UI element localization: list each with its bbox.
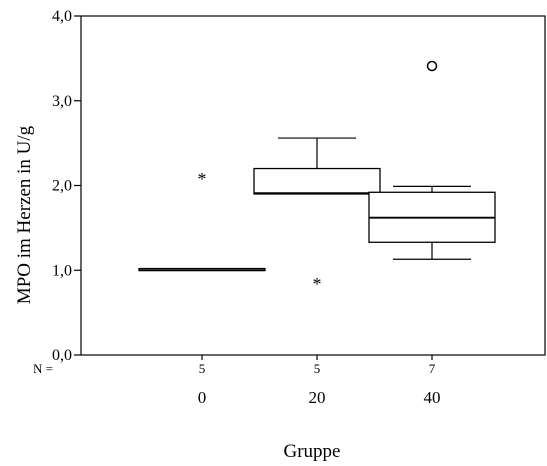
outlier-circle-40-0	[426, 60, 438, 72]
y-tick-label-2: 2,0	[52, 178, 72, 195]
y-tick-label-0: 0,0	[52, 347, 72, 364]
category-label-40: 40	[424, 388, 441, 407]
axes: 0,0 1,0 2,0 3,0 4,0 N =	[33, 8, 546, 376]
outlier-star-20-0: *	[313, 274, 322, 294]
n-count-0: 5	[199, 361, 206, 376]
box-20	[253, 167, 381, 195]
category-label-0: 0	[198, 388, 207, 407]
n-count-40: 7	[429, 361, 436, 376]
n-prefix-label: N =	[33, 361, 53, 376]
box-group-20: 5 20 *	[253, 137, 381, 407]
y-tick-label-1: 1,0	[52, 262, 72, 279]
box-groups: 5 0 * 5 20 * 7 40	[138, 60, 496, 407]
outlier-star-0-0: *	[198, 169, 207, 189]
box-group-40: 7 40	[368, 60, 496, 407]
y-tick-label-4: 4,0	[52, 8, 72, 25]
n-count-20: 5	[314, 361, 321, 376]
category-label-20: 20	[309, 388, 326, 407]
x-axis-title: Gruppe	[284, 441, 341, 462]
y-axis-title: MPO im Herzen in U/g	[14, 125, 35, 304]
box-group-0: 5 0 *	[138, 169, 266, 407]
y-tick-label-3: 3,0	[52, 93, 72, 110]
